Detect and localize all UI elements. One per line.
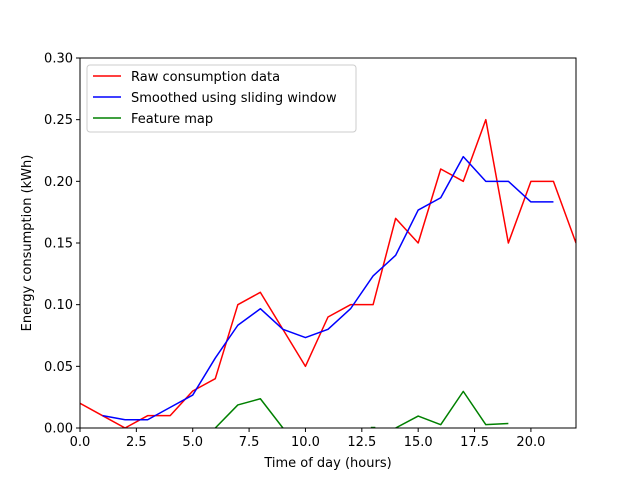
series-line-feature-map [214, 398, 284, 428]
y-tick-label: 0.10 [44, 298, 73, 313]
x-tick-label: 2.5 [126, 435, 147, 450]
series-layer [80, 118, 576, 428]
x-tick-label: 12.5 [347, 435, 376, 450]
x-tick-label: 7.5 [239, 435, 260, 450]
series-line-feature-map [395, 390, 509, 428]
y-tick-label: 0.20 [44, 175, 73, 190]
x-tick-label: 15.0 [404, 435, 433, 450]
series-line-raw-consumption-data [80, 118, 576, 428]
y-tick-label: 0.15 [44, 237, 73, 252]
y-axis: 0.00 0.05 0.10 0.15 0.20 0.25 0.30 [44, 52, 80, 437]
x-tick-label: 0.0 [70, 435, 91, 450]
x-tick-label: 5.0 [182, 435, 203, 450]
x-tick-label: 17.5 [460, 435, 489, 450]
y-axis-label: Energy consumption (kWh) [20, 155, 35, 332]
y-tick-label: 0.00 [44, 422, 73, 437]
x-tick-label: 10.0 [291, 435, 320, 450]
legend: Raw consumption data Smoothed using slidi… [86, 64, 357, 133]
series-line-smoothed-using-sliding-window [102, 155, 554, 421]
y-tick-label: 0.05 [44, 360, 73, 375]
legend-label-smoothed-using-sliding-window: Smoothed using sliding window [131, 91, 337, 106]
x-axis-label: Time of day (hours) [263, 456, 391, 471]
x-axis: 0.0 2.5 5.0 7.5 10.0 12.5 15.0 17.5 20.0 [70, 428, 545, 450]
legend-frame [86, 64, 357, 133]
x-tick-label: 20.0 [516, 435, 545, 450]
y-tick-label: 0.25 [44, 113, 73, 128]
legend-label-raw-consumption-data: Raw consumption data [131, 70, 280, 85]
legend-label-feature-map: Feature map [131, 112, 213, 127]
y-tick-label: 0.30 [44, 52, 73, 67]
